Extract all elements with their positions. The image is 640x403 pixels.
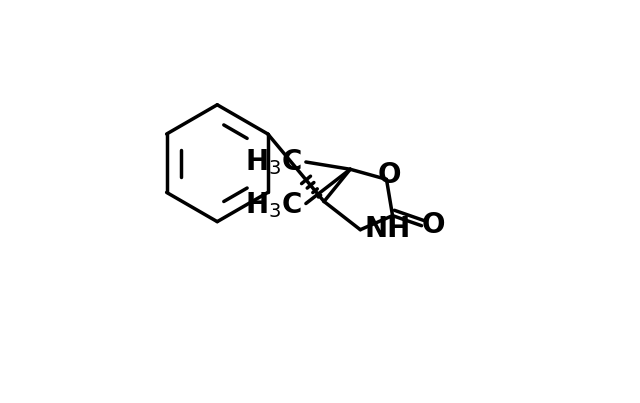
Text: H$_3$C: H$_3$C bbox=[244, 191, 302, 220]
Text: O: O bbox=[378, 161, 401, 189]
Text: O: O bbox=[422, 211, 445, 239]
Text: NH: NH bbox=[364, 215, 411, 243]
Text: H$_3$C: H$_3$C bbox=[244, 147, 302, 177]
